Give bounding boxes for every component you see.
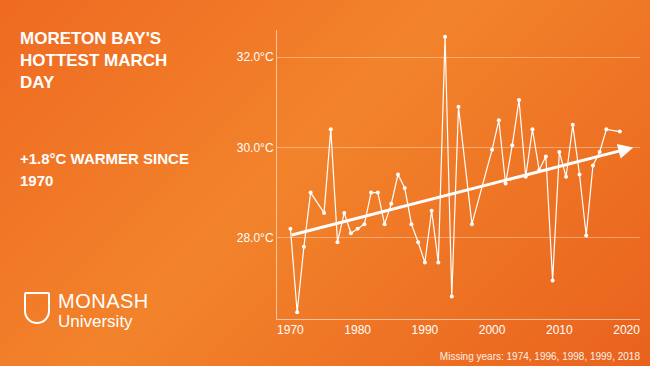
- html-text:+1.8°C WARMER SINCE 1970: +1.8°C WARMER SINCE 1970: [20, 150, 189, 189]
- svg-text:1970: 1970: [277, 323, 304, 337]
- svg-text:30.0°C: 30.0°C: [237, 141, 274, 155]
- html-text:MORETON BAY'S HOTTEST MARCH DA: MORETON BAY'S HOTTEST MARCH DAY: [20, 29, 168, 92]
- svg-text:2010: 2010: [546, 323, 573, 337]
- svg-text:32.0°C: 32.0°C: [237, 50, 274, 64]
- html-text:MONASH: MONASH: [58, 290, 149, 312]
- svg-text:2020: 2020: [613, 323, 640, 337]
- svg-text:1980: 1980: [344, 323, 371, 337]
- svg-text:1990: 1990: [412, 323, 439, 337]
- html-text:Missing years: 1974, 1996, 199: Missing years: 1974, 1996, 1998, 1999, 2…: [439, 351, 640, 362]
- html-text:University: University: [58, 312, 133, 331]
- svg-text:2000: 2000: [479, 323, 506, 337]
- svg-text:28.0°C: 28.0°C: [237, 231, 274, 245]
